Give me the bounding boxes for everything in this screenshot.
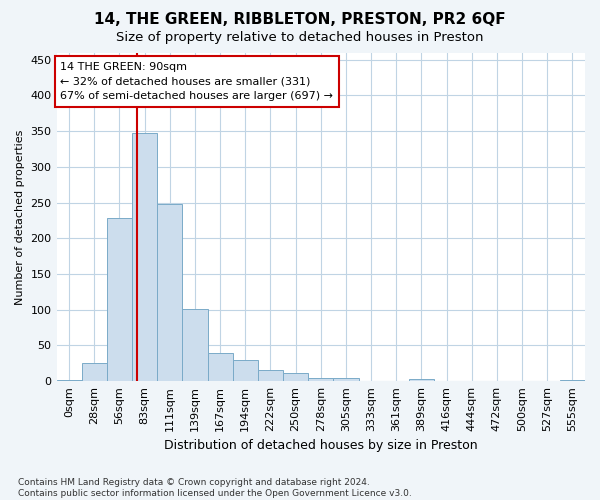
Bar: [82, 364, 107, 381]
Bar: [409, 379, 434, 381]
Bar: [107, 218, 132, 381]
Text: Size of property relative to detached houses in Preston: Size of property relative to detached ho…: [116, 31, 484, 44]
Bar: [233, 360, 258, 381]
Bar: [308, 378, 334, 381]
Bar: [334, 378, 359, 381]
Text: Contains HM Land Registry data © Crown copyright and database right 2024.
Contai: Contains HM Land Registry data © Crown c…: [18, 478, 412, 498]
Bar: [283, 374, 308, 381]
Text: 14, THE GREEN, RIBBLETON, PRESTON, PR2 6QF: 14, THE GREEN, RIBBLETON, PRESTON, PR2 6…: [94, 12, 506, 28]
Bar: [258, 370, 283, 381]
Y-axis label: Number of detached properties: Number of detached properties: [15, 129, 25, 304]
Bar: [157, 204, 182, 381]
X-axis label: Distribution of detached houses by size in Preston: Distribution of detached houses by size …: [164, 440, 478, 452]
Bar: [56, 380, 82, 381]
Bar: [132, 132, 157, 381]
Text: 14 THE GREEN: 90sqm
← 32% of detached houses are smaller (331)
67% of semi-detac: 14 THE GREEN: 90sqm ← 32% of detached ho…: [60, 62, 333, 102]
Bar: [208, 352, 233, 381]
Bar: [182, 309, 208, 381]
Bar: [560, 380, 585, 381]
